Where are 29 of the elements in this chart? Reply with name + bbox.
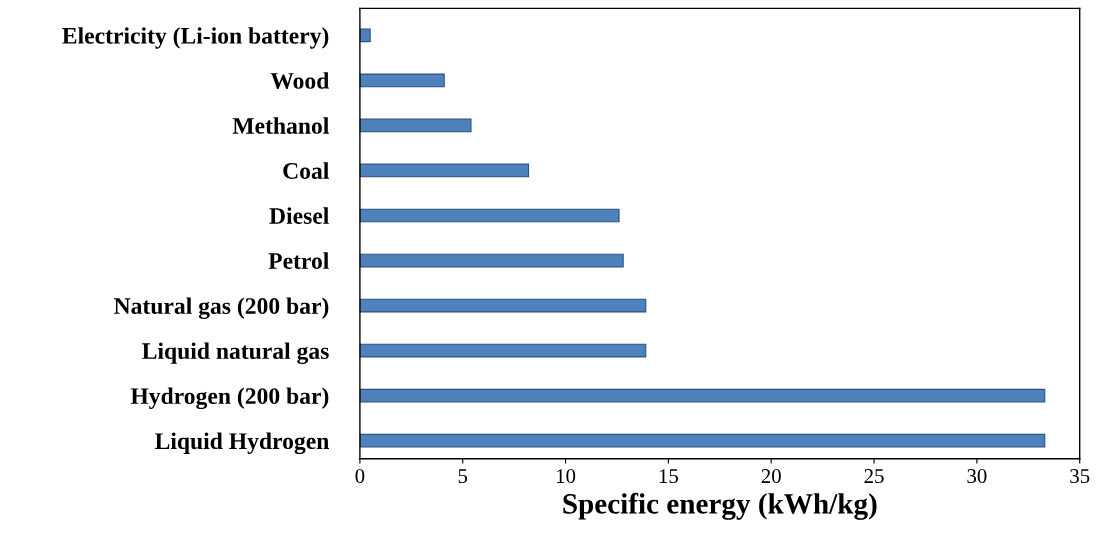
y-tick-label: Liquid natural gas xyxy=(142,342,329,365)
x-tick-label: 25 xyxy=(864,469,884,484)
bar xyxy=(359,163,530,178)
x-tick-label: 0 xyxy=(355,469,365,484)
x-tick-label: 5 xyxy=(458,469,468,484)
bar xyxy=(359,298,647,313)
y-tick-label: Coal xyxy=(283,162,329,179)
bar xyxy=(359,208,620,223)
x-axis-title: Specific energy (kWh/kg) xyxy=(563,492,877,520)
bar xyxy=(359,253,624,268)
bar xyxy=(359,28,371,43)
x-tick-label: 20 xyxy=(761,469,781,484)
bar xyxy=(359,433,1046,448)
y-tick-label: Electricity (Li-ion battery) xyxy=(62,27,329,49)
y-tick-label: Wood xyxy=(270,72,330,89)
y-tick-label: Diesel xyxy=(269,207,329,224)
y-tick-label: Petrol xyxy=(268,252,329,269)
y-tick-label: Natural gas (200 bar) xyxy=(114,297,329,319)
bar xyxy=(359,73,445,88)
y-tick-label: Hydrogen (200 bar) xyxy=(130,387,329,410)
y-tick-label: Methanol xyxy=(232,117,329,134)
bar xyxy=(359,388,1046,403)
x-tick-label: 30 xyxy=(967,469,987,484)
x-tick-label: 15 xyxy=(659,469,678,484)
x-tick-label: 35 xyxy=(1070,469,1090,484)
bar xyxy=(359,118,472,133)
bar xyxy=(359,343,647,358)
y-tick-label: Liquid Hydrogen xyxy=(155,432,329,455)
x-tick-label: 10 xyxy=(556,469,576,484)
